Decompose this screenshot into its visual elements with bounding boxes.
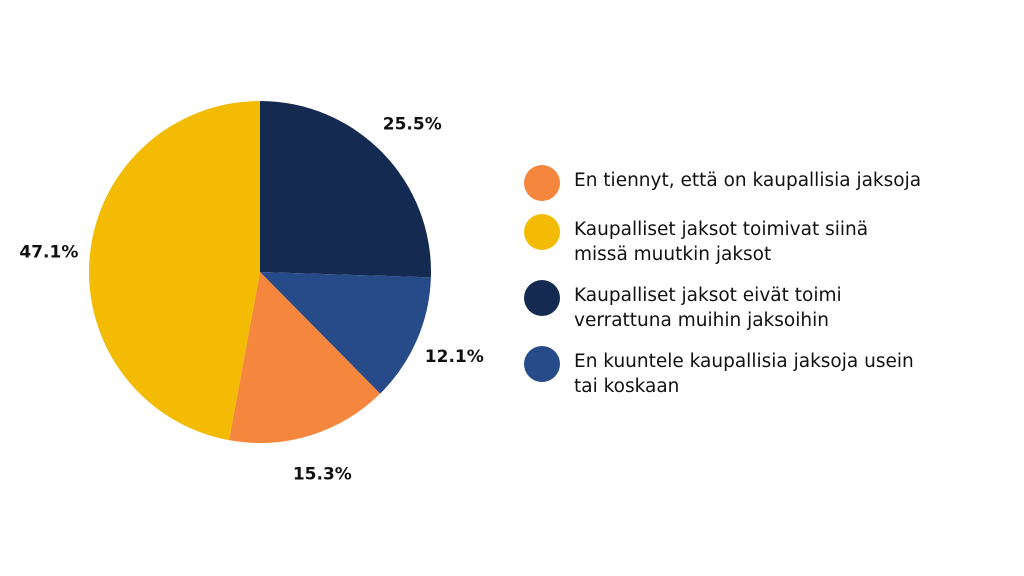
pie-slice [260, 101, 432, 278]
pie-slice [229, 272, 381, 443]
legend-label: En tiennyt, että on kaupallisia jaksoja [574, 170, 922, 191]
slice-value-label: 12.1% [425, 347, 484, 367]
legend-swatch-icon [524, 214, 560, 250]
slice-value-label: 15.3% [293, 465, 352, 485]
pie-slices [88, 101, 432, 443]
pie-slice [260, 272, 431, 394]
legend-label: Kaupalliset jaksot toimivat siinä missä … [574, 219, 869, 265]
legend-item: Kaupalliset jaksot toimivat siinä missä … [524, 214, 1014, 267]
legend-swatch-icon [524, 165, 560, 201]
legend: En tiennyt, että on kaupallisia jaksoja … [524, 165, 1014, 415]
pie-slice [88, 101, 260, 441]
legend-swatch-icon [524, 346, 560, 382]
legend-item: Kaupalliset jaksot eivät toimi verrattun… [524, 280, 1014, 333]
slice-value-label: 25.5% [383, 114, 442, 134]
slice-value-label: 47.1% [19, 243, 78, 263]
legend-item: En kuuntele kaupallisia jaksoja usein ta… [524, 346, 1014, 399]
legend-swatch-icon [524, 280, 560, 316]
legend-label: Kaupalliset jaksot eivät toimi verrattun… [574, 285, 842, 331]
pie-value-labels: 25.5% 12.1% 15.3% 47.1% [19, 114, 483, 484]
legend-item: En tiennyt, että on kaupallisia jaksoja [524, 165, 1014, 201]
legend-label: En kuuntele kaupallisia jaksoja usein ta… [574, 351, 914, 397]
